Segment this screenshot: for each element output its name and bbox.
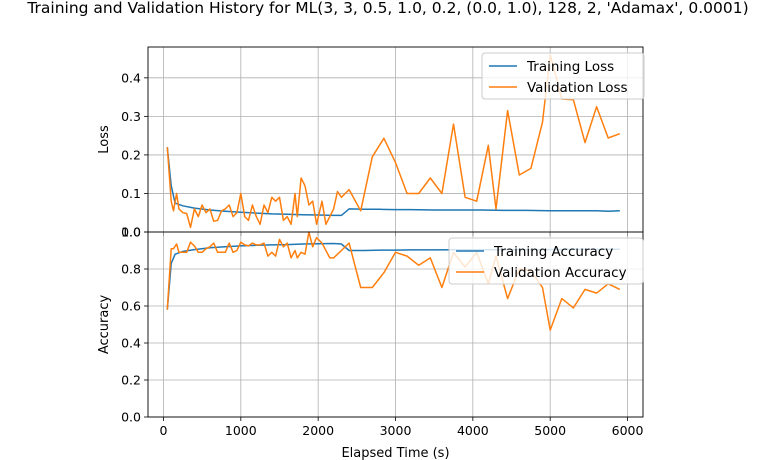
axes-frame: [147, 231, 644, 418]
y-tick-label: 0.2: [121, 147, 141, 162]
x-axis-label: Elapsed Time (s): [341, 446, 449, 460]
panel-loss: 0.0 0.1 0.2 0.3 0.4 Loss Training Loss Validati…: [97, 46, 645, 240]
x-tick-label: 5000: [534, 423, 566, 438]
x-tick-label: 1000: [225, 423, 257, 438]
y-tick-label: 0.6: [121, 299, 141, 314]
legend-label: Training Accuracy: [493, 244, 613, 260]
x-tick-label: 6000: [612, 423, 644, 438]
chart-title: Training and Validation History for ML(3…: [26, 0, 748, 17]
series-line-validation-loss: [166, 53, 621, 229]
legend-box: [481, 52, 645, 100]
x-tick-label: 0: [159, 423, 167, 438]
legend-label: Validation Loss: [527, 80, 628, 96]
x-tick-label: 4000: [457, 423, 489, 438]
legend: Training Accuracy Validation Accuracy: [448, 237, 644, 285]
y-tick-label: 0.2: [121, 373, 141, 388]
y-tick-label: 0.4: [121, 336, 141, 351]
x-tick-label: 3000: [380, 423, 412, 438]
y-axis-label: Accuracy: [97, 295, 112, 355]
legend-label: Validation Accuracy: [494, 265, 627, 281]
y-axis-label: Loss: [97, 125, 112, 154]
y-tick-label: 0.3: [121, 109, 141, 124]
panel-accuracy: 0.0 0.2 0.4 0.6 0.8 1.0 0 1000 2000 3000 4000 5000 6…: [97, 225, 644, 460]
y-tick-label: 0.4: [121, 70, 141, 85]
y-tick-label: 0.0: [121, 410, 141, 425]
x-tick-label: 2000: [302, 423, 334, 438]
legend-box: [448, 237, 644, 285]
y-tick-label: 1.0: [121, 225, 141, 240]
legend: Training Loss Validation Loss: [481, 52, 645, 100]
series-line-training-loss: [166, 147, 620, 217]
y-tick-label: 0.1: [121, 186, 141, 201]
y-tick-label: 0.0: [121, 225, 141, 240]
legend-label: Training Loss: [526, 59, 614, 75]
y-tick-label: 0.8: [121, 262, 141, 277]
